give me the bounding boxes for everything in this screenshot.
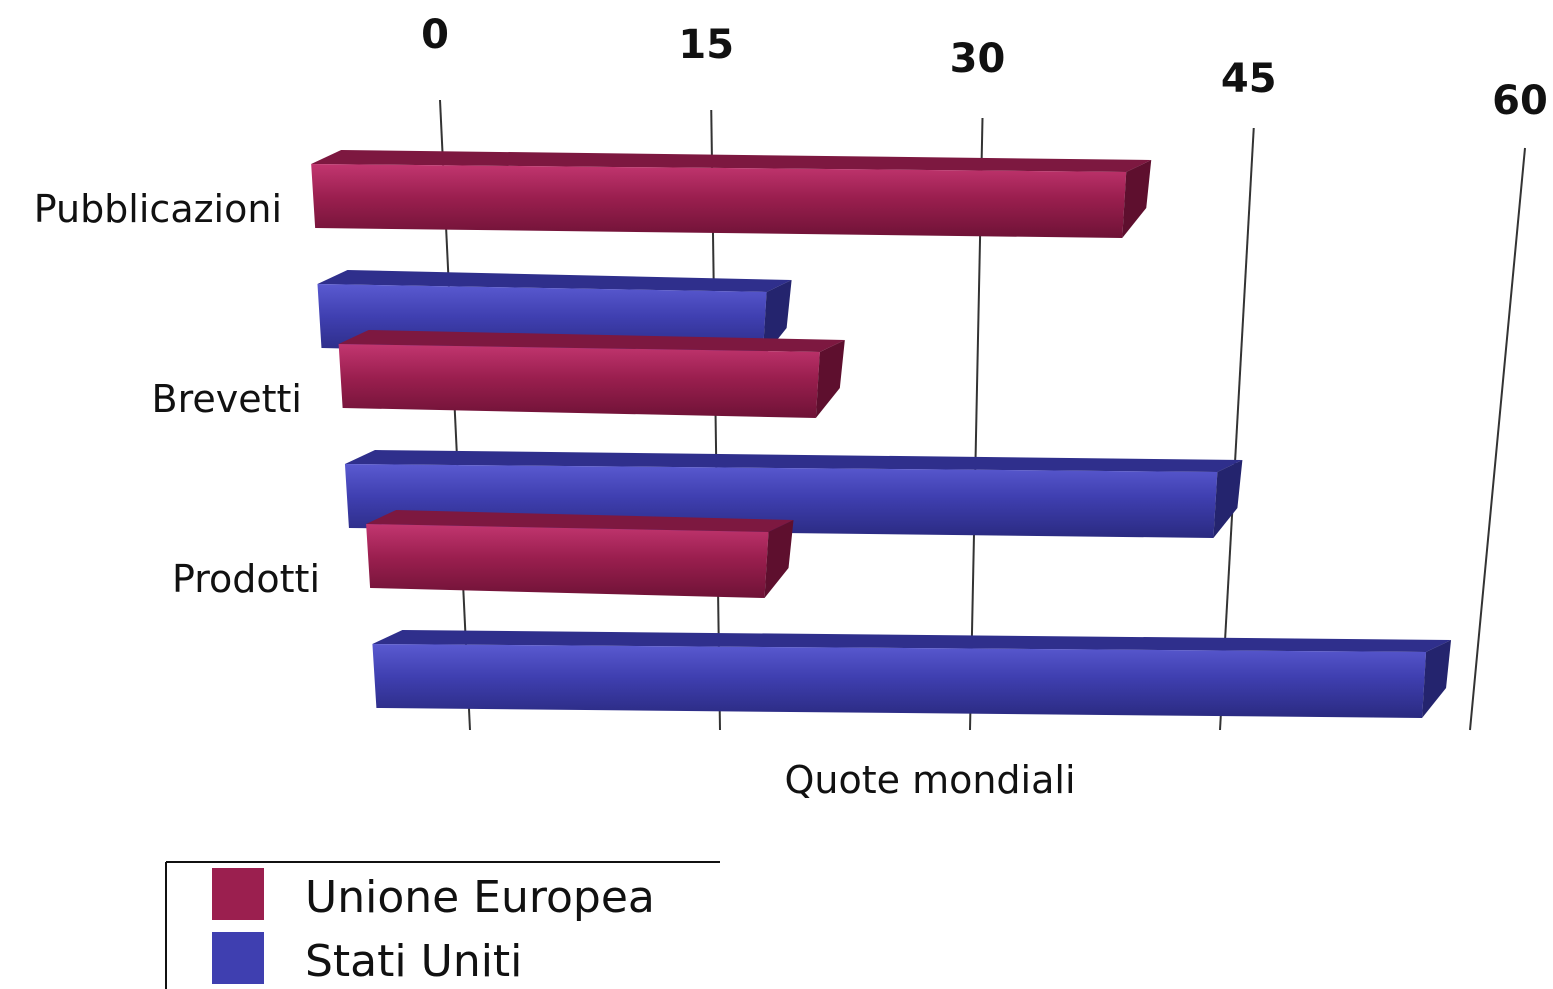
bar-top-face: [311, 150, 1152, 172]
x-tick-labels: 0 15 30 45 60: [421, 12, 1548, 124]
category-labels: Pubblicazioni Brevetti Prodotti: [34, 187, 320, 601]
gridline-45: [1219, 127, 1255, 731]
bar-top-face: [344, 450, 1243, 472]
x-axis-title: Quote mondiali: [784, 758, 1075, 802]
category-label: Prodotti: [172, 557, 320, 601]
bar-front-face: [366, 524, 769, 598]
legend-label: Unione Europea: [305, 872, 655, 923]
bar-end-cap: [764, 520, 794, 598]
legend-swatch-unione-europea: [212, 868, 264, 920]
bar-end-cap: [1213, 460, 1243, 538]
bar-top-face: [366, 510, 794, 532]
x-tick-label: 60: [1492, 78, 1548, 124]
bar-top-face: [338, 330, 845, 352]
bars: [311, 150, 1452, 718]
legend: Unione Europea Stati Uniti: [165, 861, 720, 989]
bar-unione-europea: [338, 330, 845, 418]
bar-front-face: [311, 164, 1127, 238]
bar-unione-europea: [366, 510, 794, 598]
gridline-60: [1469, 147, 1526, 731]
x-tick-label: 15: [678, 22, 734, 68]
category-label: Pubblicazioni: [34, 187, 282, 231]
bar-end-cap: [1422, 640, 1452, 718]
bar-front-face: [372, 644, 1427, 718]
bar-end-cap: [815, 340, 845, 418]
legend-swatch-stati-uniti: [212, 932, 264, 984]
legend-label: Stati Uniti: [305, 936, 522, 987]
bar-stati-uniti: [372, 630, 1452, 718]
bar-top-face: [372, 630, 1452, 652]
x-tick-label: 30: [950, 36, 1006, 82]
x-tick-label: 45: [1221, 56, 1277, 102]
category-label: Brevetti: [152, 377, 302, 421]
bar-front-face: [338, 344, 820, 418]
x-tick-label: 0: [421, 12, 449, 58]
bar-end-cap: [1122, 160, 1152, 238]
bar-top-face: [317, 270, 792, 292]
bar-unione-europea: [311, 150, 1152, 238]
